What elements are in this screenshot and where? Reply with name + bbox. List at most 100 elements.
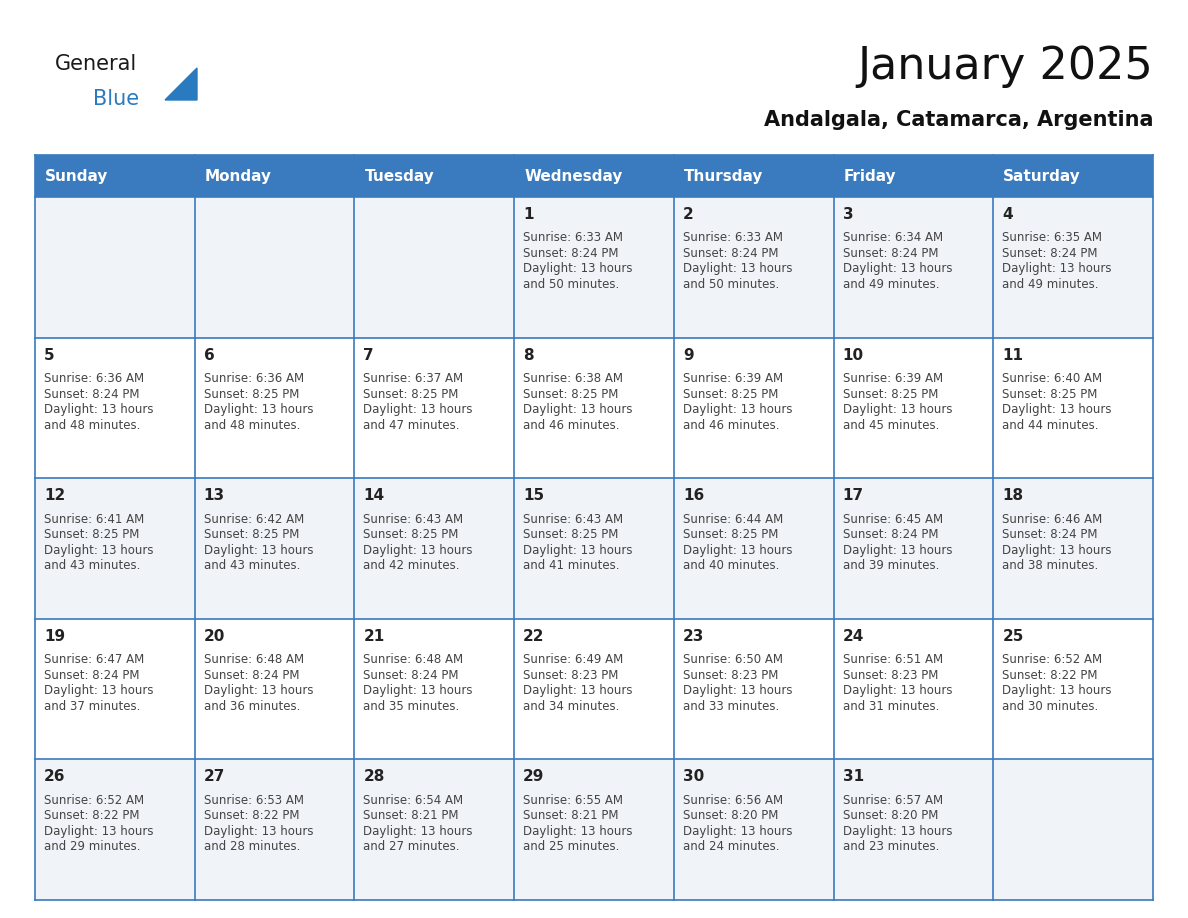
Text: and 48 minutes.: and 48 minutes. bbox=[44, 419, 140, 431]
Text: and 30 minutes.: and 30 minutes. bbox=[1003, 700, 1099, 712]
Bar bbox=[993, 155, 1154, 197]
Bar bbox=[195, 197, 354, 338]
Text: Daylight: 13 hours: Daylight: 13 hours bbox=[203, 825, 314, 838]
Text: Sunrise: 6:53 AM: Sunrise: 6:53 AM bbox=[203, 794, 304, 807]
Text: Daylight: 13 hours: Daylight: 13 hours bbox=[523, 403, 633, 416]
Text: Daylight: 13 hours: Daylight: 13 hours bbox=[683, 543, 792, 556]
Text: 11: 11 bbox=[1003, 348, 1023, 363]
Text: and 25 minutes.: and 25 minutes. bbox=[523, 840, 619, 854]
Text: Daylight: 13 hours: Daylight: 13 hours bbox=[1003, 543, 1112, 556]
Bar bbox=[674, 197, 834, 338]
Bar bbox=[674, 619, 834, 759]
Text: and 48 minutes.: and 48 minutes. bbox=[203, 419, 301, 431]
Text: Daylight: 13 hours: Daylight: 13 hours bbox=[683, 684, 792, 698]
Text: and 34 minutes.: and 34 minutes. bbox=[523, 700, 619, 712]
Text: Daylight: 13 hours: Daylight: 13 hours bbox=[44, 684, 153, 698]
Text: 18: 18 bbox=[1003, 488, 1023, 503]
Text: Sunset: 8:22 PM: Sunset: 8:22 PM bbox=[44, 810, 139, 823]
Text: Daylight: 13 hours: Daylight: 13 hours bbox=[1003, 403, 1112, 416]
Text: Daylight: 13 hours: Daylight: 13 hours bbox=[203, 684, 314, 698]
Text: Sunrise: 6:48 AM: Sunrise: 6:48 AM bbox=[203, 654, 304, 666]
Text: Sunset: 8:25 PM: Sunset: 8:25 PM bbox=[203, 528, 299, 542]
Bar bbox=[514, 619, 674, 759]
Text: Sunrise: 6:50 AM: Sunrise: 6:50 AM bbox=[683, 654, 783, 666]
Bar bbox=[834, 759, 993, 900]
Text: Sunrise: 6:34 AM: Sunrise: 6:34 AM bbox=[842, 231, 943, 244]
Text: Sunrise: 6:33 AM: Sunrise: 6:33 AM bbox=[683, 231, 783, 244]
Text: and 35 minutes.: and 35 minutes. bbox=[364, 700, 460, 712]
Bar bbox=[993, 338, 1154, 478]
Bar bbox=[354, 619, 514, 759]
Bar bbox=[993, 197, 1154, 338]
Text: Daylight: 13 hours: Daylight: 13 hours bbox=[842, 825, 952, 838]
Text: Sunset: 8:24 PM: Sunset: 8:24 PM bbox=[1003, 528, 1098, 542]
Text: Daylight: 13 hours: Daylight: 13 hours bbox=[683, 403, 792, 416]
Bar bbox=[354, 338, 514, 478]
Bar bbox=[834, 478, 993, 619]
Bar bbox=[674, 478, 834, 619]
Text: Sunset: 8:23 PM: Sunset: 8:23 PM bbox=[523, 669, 619, 682]
Text: 14: 14 bbox=[364, 488, 385, 503]
Text: Daylight: 13 hours: Daylight: 13 hours bbox=[842, 543, 952, 556]
Text: 13: 13 bbox=[203, 488, 225, 503]
Bar bbox=[674, 155, 834, 197]
Bar bbox=[834, 155, 993, 197]
Text: January 2025: January 2025 bbox=[858, 45, 1154, 88]
Text: Sunset: 8:20 PM: Sunset: 8:20 PM bbox=[683, 810, 778, 823]
Bar bbox=[834, 197, 993, 338]
Text: Thursday: Thursday bbox=[684, 169, 763, 184]
Text: Sunrise: 6:48 AM: Sunrise: 6:48 AM bbox=[364, 654, 463, 666]
Text: 20: 20 bbox=[203, 629, 225, 644]
Text: and 29 minutes.: and 29 minutes. bbox=[44, 840, 140, 854]
Text: Monday: Monday bbox=[204, 169, 272, 184]
Text: 25: 25 bbox=[1003, 629, 1024, 644]
Text: 22: 22 bbox=[523, 629, 544, 644]
Bar bbox=[514, 338, 674, 478]
Bar bbox=[34, 619, 195, 759]
Bar bbox=[34, 478, 195, 619]
Text: Daylight: 13 hours: Daylight: 13 hours bbox=[523, 263, 633, 275]
Bar bbox=[195, 478, 354, 619]
Text: Sunset: 8:23 PM: Sunset: 8:23 PM bbox=[842, 669, 939, 682]
Bar bbox=[354, 155, 514, 197]
Text: Daylight: 13 hours: Daylight: 13 hours bbox=[842, 684, 952, 698]
Text: 28: 28 bbox=[364, 769, 385, 784]
Text: Daylight: 13 hours: Daylight: 13 hours bbox=[683, 263, 792, 275]
Text: and 49 minutes.: and 49 minutes. bbox=[1003, 278, 1099, 291]
Text: Sunrise: 6:35 AM: Sunrise: 6:35 AM bbox=[1003, 231, 1102, 244]
Text: Tuesday: Tuesday bbox=[365, 169, 434, 184]
Bar bbox=[195, 338, 354, 478]
Text: Sunset: 8:24 PM: Sunset: 8:24 PM bbox=[44, 387, 139, 400]
Text: Friday: Friday bbox=[843, 169, 896, 184]
Text: Daylight: 13 hours: Daylight: 13 hours bbox=[1003, 684, 1112, 698]
Text: Sunrise: 6:45 AM: Sunrise: 6:45 AM bbox=[842, 512, 943, 526]
Text: Sunset: 8:25 PM: Sunset: 8:25 PM bbox=[523, 387, 619, 400]
Text: and 37 minutes.: and 37 minutes. bbox=[44, 700, 140, 712]
Text: Sunset: 8:25 PM: Sunset: 8:25 PM bbox=[683, 387, 778, 400]
Text: and 39 minutes.: and 39 minutes. bbox=[842, 559, 939, 572]
Text: Sunset: 8:24 PM: Sunset: 8:24 PM bbox=[203, 669, 299, 682]
Text: General: General bbox=[55, 54, 138, 74]
Text: 31: 31 bbox=[842, 769, 864, 784]
Bar bbox=[834, 619, 993, 759]
Text: Sunrise: 6:44 AM: Sunrise: 6:44 AM bbox=[683, 512, 783, 526]
Text: Sunset: 8:21 PM: Sunset: 8:21 PM bbox=[364, 810, 459, 823]
Bar bbox=[514, 478, 674, 619]
Text: Daylight: 13 hours: Daylight: 13 hours bbox=[364, 543, 473, 556]
Text: Sunrise: 6:51 AM: Sunrise: 6:51 AM bbox=[842, 654, 943, 666]
Text: Sunrise: 6:40 AM: Sunrise: 6:40 AM bbox=[1003, 372, 1102, 385]
Bar bbox=[354, 197, 514, 338]
Text: 27: 27 bbox=[203, 769, 225, 784]
Text: and 46 minutes.: and 46 minutes. bbox=[683, 419, 779, 431]
Text: 12: 12 bbox=[44, 488, 65, 503]
Text: Daylight: 13 hours: Daylight: 13 hours bbox=[523, 543, 633, 556]
Text: 23: 23 bbox=[683, 629, 704, 644]
Text: Sunset: 8:25 PM: Sunset: 8:25 PM bbox=[523, 528, 619, 542]
Text: 5: 5 bbox=[44, 348, 55, 363]
Text: Sunset: 8:25 PM: Sunset: 8:25 PM bbox=[1003, 387, 1098, 400]
Text: and 28 minutes.: and 28 minutes. bbox=[203, 840, 301, 854]
Bar bbox=[834, 338, 993, 478]
Text: Daylight: 13 hours: Daylight: 13 hours bbox=[842, 403, 952, 416]
Text: 19: 19 bbox=[44, 629, 65, 644]
Text: Daylight: 13 hours: Daylight: 13 hours bbox=[683, 825, 792, 838]
